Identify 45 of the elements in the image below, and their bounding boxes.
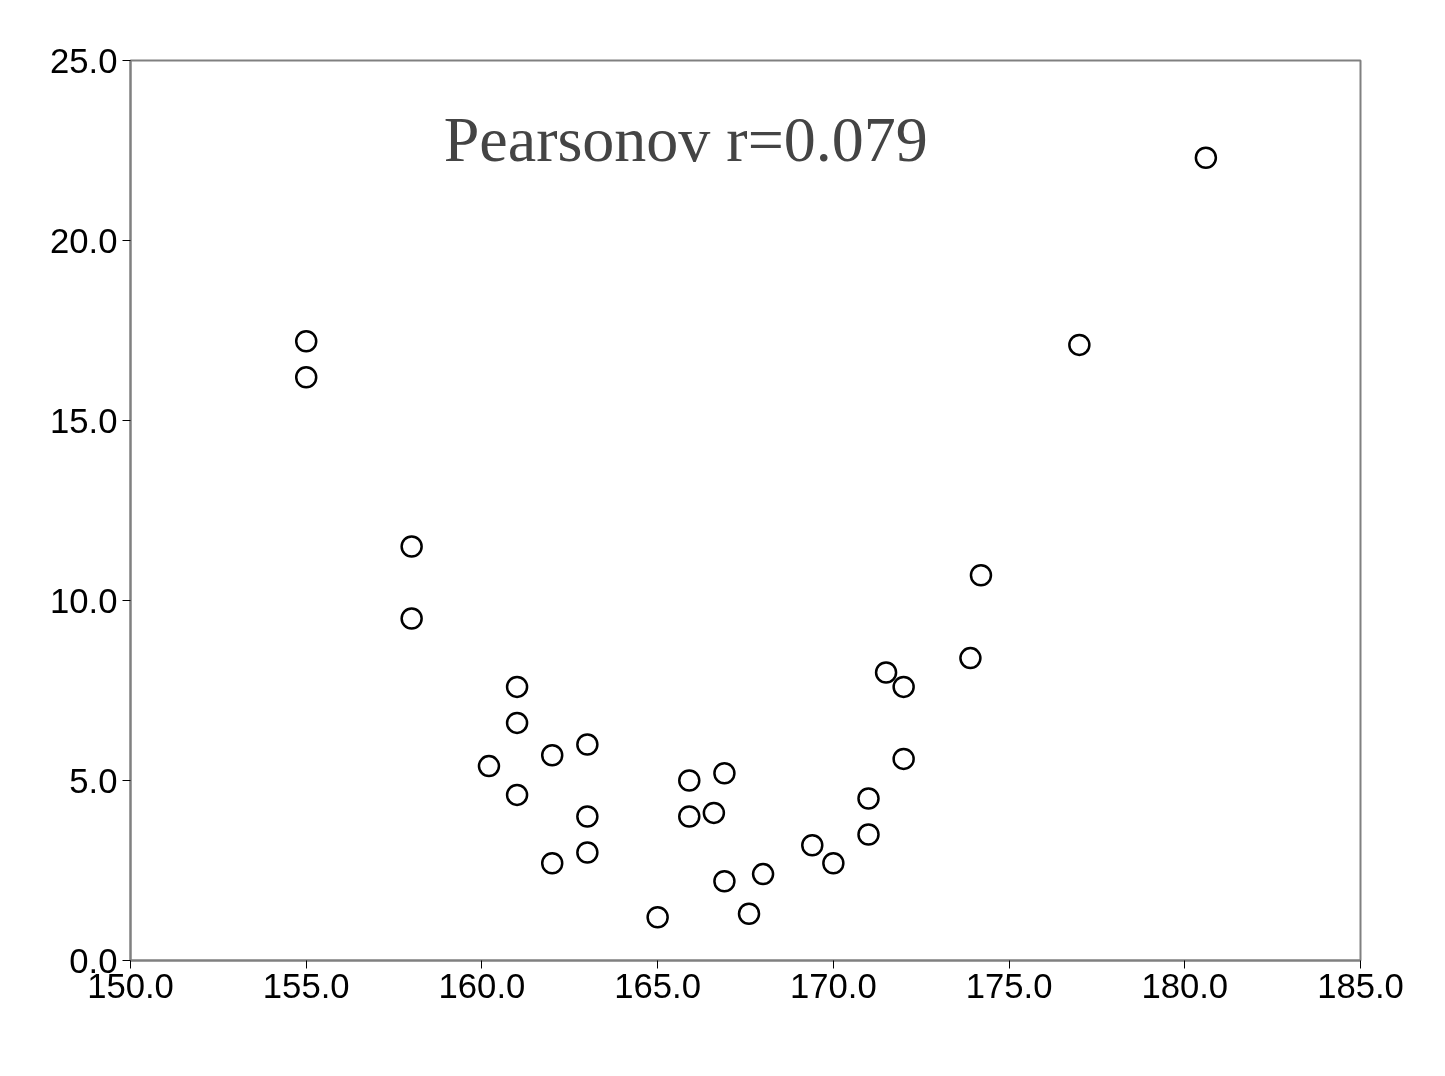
y-tick-label: 5.0 — [69, 761, 118, 800]
point — [400, 535, 423, 558]
point — [737, 902, 761, 925]
point — [702, 801, 726, 825]
point — [505, 711, 529, 735]
point — [959, 646, 982, 670]
point — [713, 870, 736, 893]
point — [751, 862, 775, 886]
x-tick-label: 165.0 — [614, 966, 702, 1005]
x-tick-label: 160.0 — [438, 966, 526, 1005]
point — [678, 769, 701, 792]
point — [540, 744, 564, 767]
point — [477, 754, 501, 778]
point — [294, 366, 318, 389]
point — [294, 330, 318, 353]
point — [822, 852, 845, 875]
point — [857, 787, 880, 810]
point — [874, 661, 898, 684]
y-tick-label: 25.0 — [50, 41, 118, 80]
point — [713, 762, 736, 785]
x-tick-label: 175.0 — [965, 966, 1053, 1005]
point — [576, 841, 599, 864]
x-tick-label: 185.0 — [1317, 966, 1404, 1005]
annotation: Pearsonov r=0.079 — [443, 104, 928, 176]
point — [857, 823, 880, 846]
point — [1068, 333, 1091, 357]
point — [505, 783, 529, 807]
point — [576, 805, 599, 828]
point — [892, 747, 915, 771]
x-tick-label: 170.0 — [789, 966, 877, 1005]
y-tick-label: 15.0 — [50, 401, 118, 440]
point — [678, 805, 701, 828]
y-tick-label: 10.0 — [50, 581, 118, 620]
point — [892, 675, 915, 699]
point — [646, 906, 669, 929]
point — [576, 733, 599, 756]
y-tick-label: 20.0 — [50, 221, 118, 260]
point — [1194, 146, 1218, 169]
point — [505, 675, 529, 699]
point — [801, 834, 824, 857]
point — [400, 607, 423, 630]
point — [969, 564, 993, 587]
x-tick-label: 155.0 — [262, 966, 350, 1005]
point — [540, 852, 564, 875]
x-tick-label: 180.0 — [1141, 966, 1229, 1005]
